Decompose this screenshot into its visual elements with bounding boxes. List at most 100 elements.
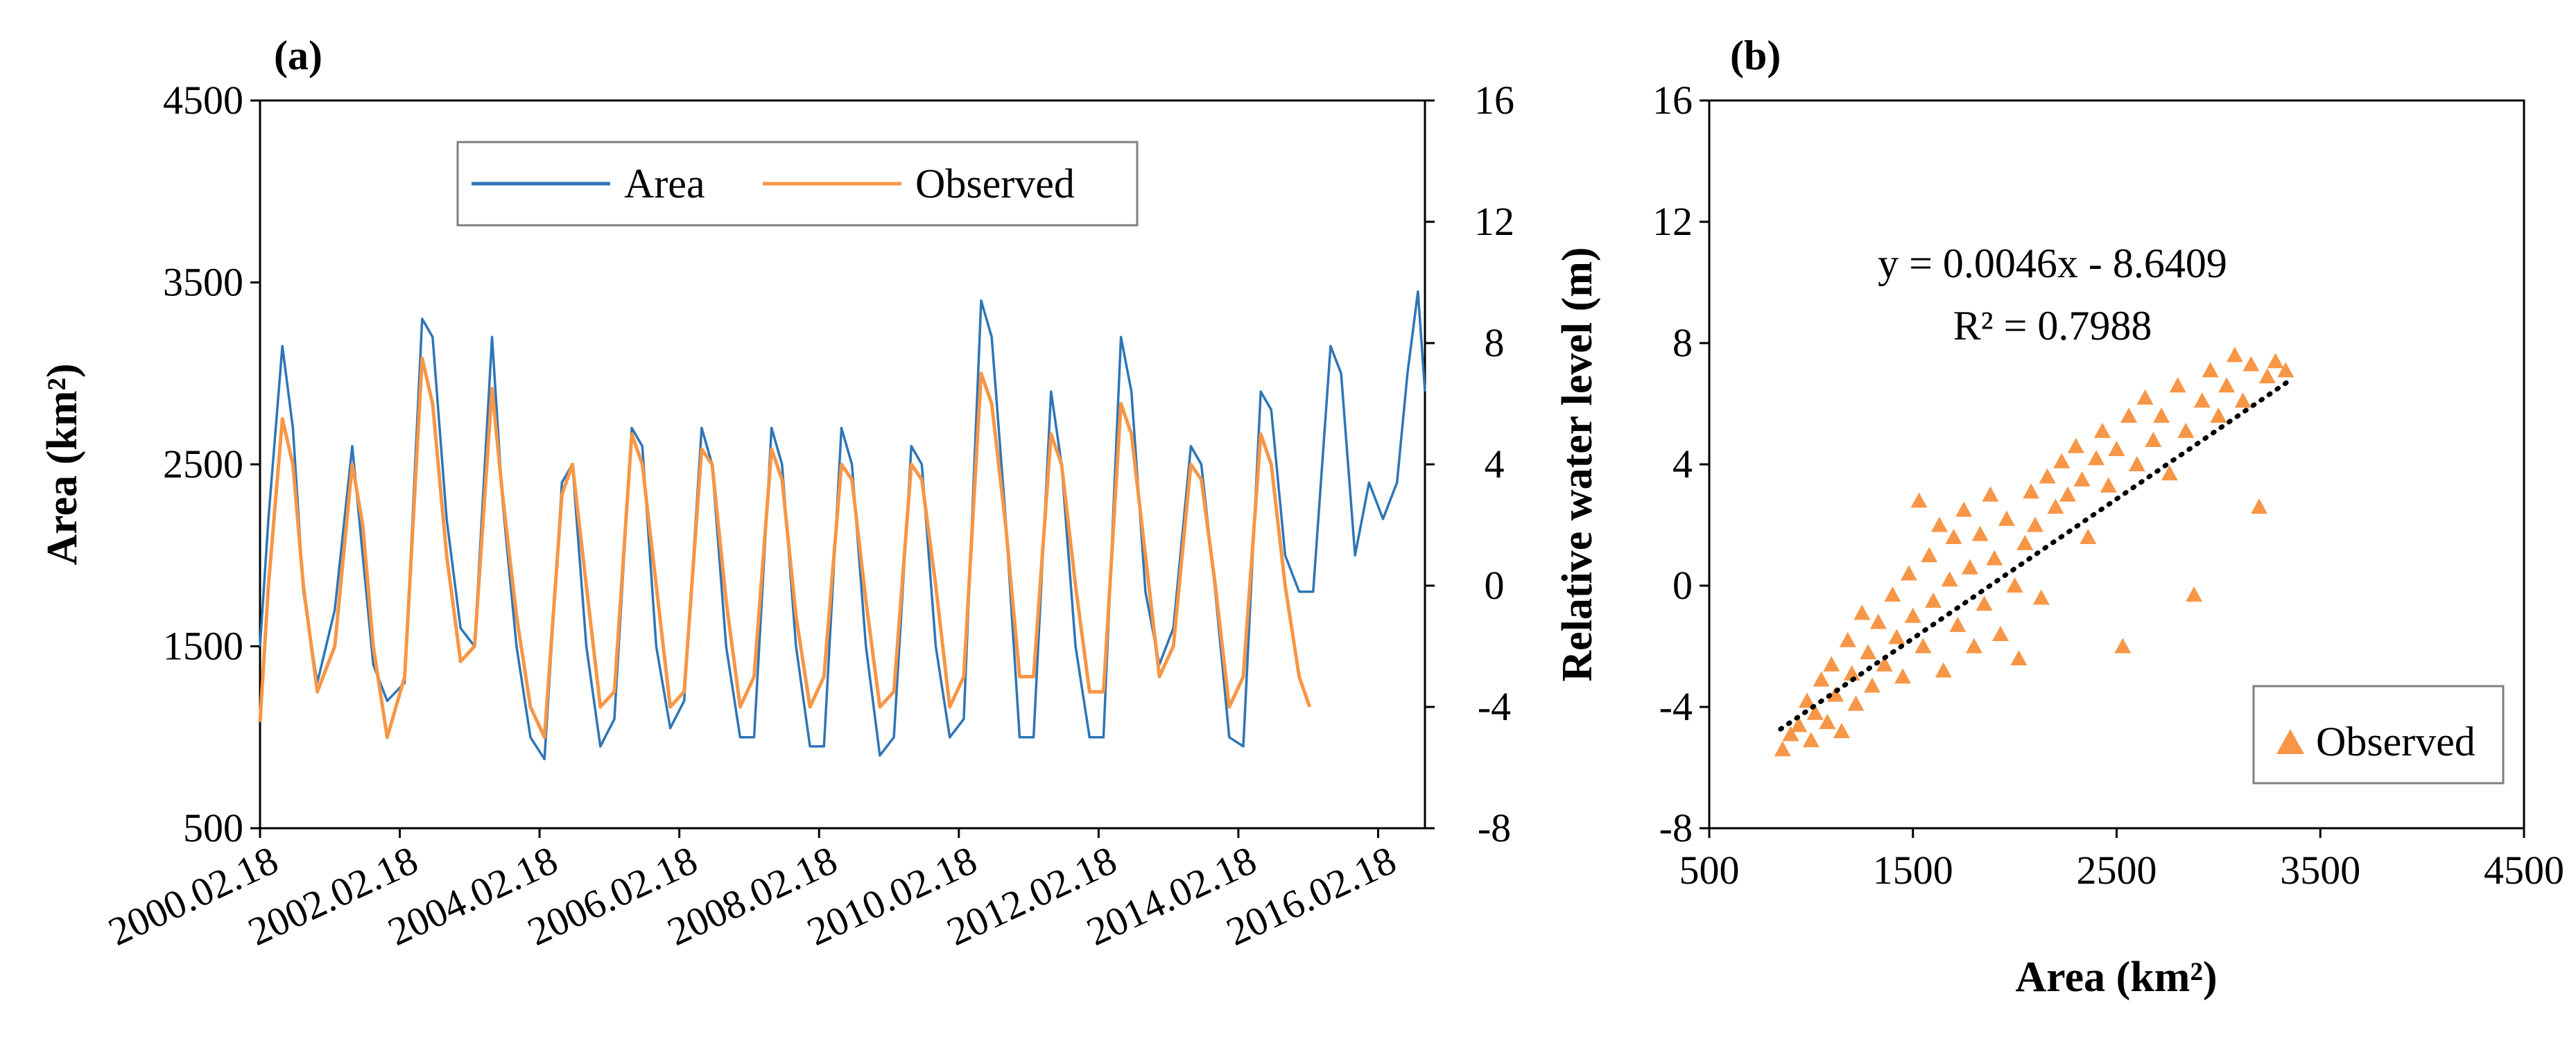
scatter-point [1869, 613, 1887, 629]
scatter-point [1930, 516, 1948, 532]
scatter-point [2006, 577, 2023, 593]
scatter-point [1853, 604, 1871, 620]
scatter-point [2153, 408, 2170, 423]
panel-b-x-tick-label: 3500 [2280, 848, 2360, 893]
panel-a-left-axis: 500 1500 2500 3500 4500 [163, 78, 260, 850]
scatter-point [1949, 616, 1966, 632]
panel-b-x-axis-title: Area (km²) [2015, 954, 2217, 1001]
scatter-point [1847, 695, 1865, 711]
scatter-point [1782, 726, 1799, 742]
scatter-point [1925, 592, 1942, 608]
panel-b-x-tick-label: 1500 [1873, 848, 1953, 893]
scatter-point [1971, 525, 1989, 541]
scatter-point [1910, 492, 1928, 508]
scatter-point [2010, 650, 2028, 665]
panel-b-y-tick-label: 8 [1672, 320, 1693, 365]
legend-observed-label: Observed [915, 161, 1075, 207]
panel-a-y-tick-label: 1500 [163, 624, 243, 669]
scatter-point [1802, 732, 1819, 748]
scatter-point [2202, 362, 2219, 378]
series-line-observed [258, 356, 1312, 740]
panel-b-x-axis: 500 1500 2500 3500 4500 [1679, 828, 2564, 893]
scatter-point [2114, 638, 2132, 654]
panel-a-x-axis: 2000.02.182002.02.182004.02.182006.02.18… [101, 828, 1403, 954]
scatter-point [1813, 671, 1830, 687]
scatter-point [1976, 595, 1993, 611]
scatter-point [1941, 571, 1958, 587]
panel-b-y-tick-label: -8 [1659, 805, 1693, 850]
panel-b-y-axis-title: Relative water level (m) [1554, 247, 1601, 681]
scatter-point [2039, 468, 2056, 484]
scatter-point [2120, 408, 2138, 423]
panel-b-y-axis: -8 -4 0 4 8 12 16 [1652, 78, 1709, 850]
scatter-point [2027, 516, 2043, 532]
panel-a-y2-tick-label: 4 [1485, 441, 1505, 487]
scatter-point [2277, 362, 2294, 378]
panel-a-y2-tick-label: -8 [1478, 805, 1511, 850]
scatter-point [1900, 565, 1917, 581]
panel-b-r-squared: R² = 0.7988 [1953, 303, 2152, 349]
scatter-point [2226, 347, 2243, 362]
scatter-point [2136, 389, 2154, 405]
scatter-point [1799, 692, 1815, 708]
panel-b: (b) -8 -4 0 4 8 12 16 500 1500 2500 3500 4500 Rela… [1554, 33, 2564, 1001]
scatter-point [1860, 644, 1877, 660]
panel-a-y2-tick-label: 0 [1485, 563, 1505, 608]
scatter-point [1921, 547, 1938, 563]
panel-a-y-tick-label: 500 [183, 805, 243, 850]
scatter-point [2047, 498, 2064, 514]
scatter-point [1790, 717, 1808, 733]
scatter-point [1823, 656, 1840, 672]
panel-b-x-tick-label: 2500 [2077, 848, 2157, 893]
scatter-point [2073, 471, 2091, 487]
scatter-point [1843, 665, 1860, 681]
panel-b-x-tick-label: 500 [1679, 848, 1740, 893]
panel-b-trendline [1778, 378, 2292, 732]
scatter-point [1904, 607, 1921, 623]
panel-a-y-tick-label: 3500 [163, 260, 243, 305]
panel-b-y-tick-label: 0 [1672, 563, 1693, 608]
panel-a-series [258, 290, 1426, 761]
scatter-point [1827, 686, 1844, 702]
scatter-point [1992, 626, 2009, 641]
panel-a-legend: Area Observed [456, 141, 1139, 227]
scatter-point [2093, 422, 2111, 438]
scatter-point [2193, 392, 2211, 408]
scatter-point [1884, 586, 1901, 602]
legend-observed-marker [2276, 729, 2304, 754]
scatter-point [1914, 638, 1932, 654]
scatter-point [1986, 550, 2003, 566]
panel-a-y2-tick-label: -4 [1478, 684, 1511, 729]
scatter-point [2242, 356, 2260, 371]
scatter-point [2108, 441, 2125, 457]
scatter-point [2088, 450, 2105, 466]
scatter-point [2128, 456, 2145, 471]
panel-b-y-tick-label: 16 [1652, 78, 1693, 123]
legend-area-label: Area [624, 161, 705, 207]
scatter-point [1894, 668, 1912, 684]
scatter-point [1888, 629, 1905, 645]
panel-b-legend-box [2252, 685, 2505, 785]
panel-a-y2-tick-label: 8 [1485, 320, 1505, 365]
scatter-point [1955, 501, 1973, 517]
scatter-point [2210, 408, 2227, 423]
scatter-point [2218, 377, 2236, 393]
panel-b-x-tick-label: 4500 [2484, 848, 2564, 893]
scatter-point [1935, 662, 1952, 678]
scatter-point [1819, 713, 1836, 729]
scatter-point [1864, 677, 1881, 693]
scatter-point [2023, 483, 2040, 499]
panel-a-y-axis-title: Area (km²) [39, 363, 86, 565]
scatter-point [2251, 498, 2268, 514]
scatter-point [2169, 377, 2186, 393]
panel-b-label: (b) [1730, 33, 1781, 78]
scatter-point [2145, 432, 2162, 447]
panel-b-legend: Observed [2252, 685, 2505, 785]
panel-b-scatter-points [1774, 347, 2294, 757]
series-line-area [259, 290, 1426, 761]
scatter-point [2100, 477, 2117, 493]
scatter-point [2161, 465, 2178, 481]
scatter-point [2234, 392, 2251, 408]
panel-b-legend-label: Observed [2316, 719, 2475, 764]
